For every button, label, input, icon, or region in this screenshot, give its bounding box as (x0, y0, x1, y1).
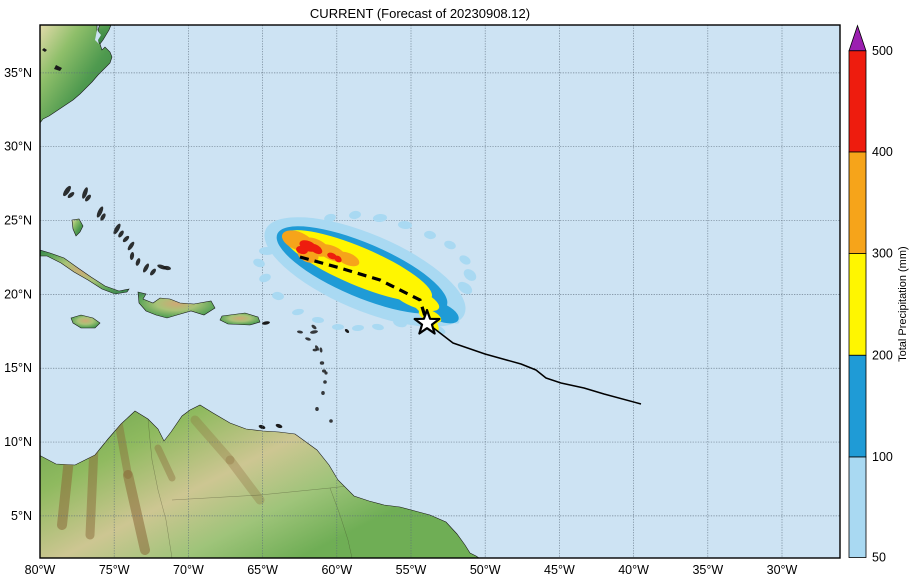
svg-text:300: 300 (872, 247, 893, 261)
svg-text:45°W: 45°W (544, 563, 575, 577)
svg-text:50: 50 (872, 551, 886, 565)
svg-text:500: 500 (872, 44, 893, 58)
svg-text:30°N: 30°N (4, 140, 32, 154)
svg-text:80°W: 80°W (25, 563, 56, 577)
svg-text:30°W: 30°W (767, 563, 798, 577)
svg-text:55°W: 55°W (396, 563, 427, 577)
svg-text:75°W: 75°W (99, 563, 130, 577)
svg-text:20°N: 20°N (4, 287, 32, 301)
svg-text:50°W: 50°W (470, 563, 501, 577)
svg-text:15°N: 15°N (4, 361, 32, 375)
svg-text:35°N: 35°N (4, 66, 32, 80)
svg-text:5°N: 5°N (11, 509, 32, 523)
svg-text:70°W: 70°W (173, 563, 204, 577)
svg-text:Total Precipitation (mm): Total Precipitation (mm) (897, 246, 909, 362)
svg-text:35°W: 35°W (692, 563, 723, 577)
svg-text:40°W: 40°W (618, 563, 649, 577)
svg-text:400: 400 (872, 145, 893, 159)
svg-text:200: 200 (872, 348, 893, 362)
svg-text:60°W: 60°W (321, 563, 352, 577)
svg-text:25°N: 25°N (4, 214, 32, 228)
svg-text:65°W: 65°W (247, 563, 278, 577)
svg-text:100: 100 (872, 450, 893, 464)
svg-text:10°N: 10°N (4, 435, 32, 449)
